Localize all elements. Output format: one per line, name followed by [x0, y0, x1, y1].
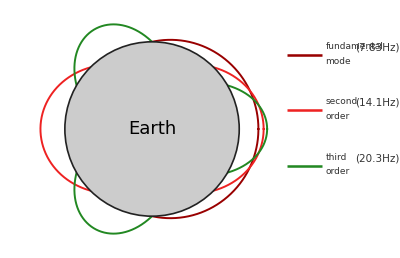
Text: order: order	[326, 111, 350, 120]
Text: fundamental: fundamental	[326, 42, 384, 51]
Text: second: second	[326, 97, 358, 106]
Text: (7.83Hz): (7.83Hz)	[355, 43, 400, 53]
Text: (20.3Hz): (20.3Hz)	[355, 154, 400, 164]
Text: (14.1Hz): (14.1Hz)	[355, 98, 400, 108]
Text: order: order	[326, 167, 350, 176]
Text: Earth: Earth	[128, 120, 176, 138]
Text: third: third	[326, 152, 347, 162]
Circle shape	[65, 42, 239, 216]
Text: mode: mode	[326, 57, 351, 66]
